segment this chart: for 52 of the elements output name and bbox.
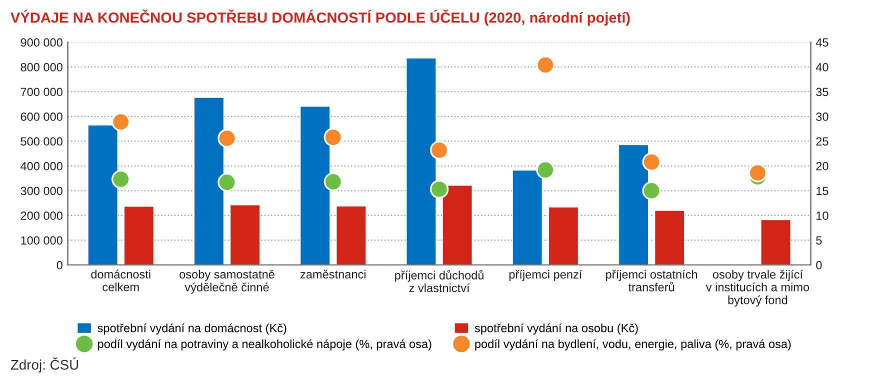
y-tick-label: 300 000: [20, 186, 62, 196]
x-tick-label: osoby samostatně výdělečně činné: [180, 270, 274, 294]
y2-tick-label: 0: [816, 260, 822, 270]
point: [324, 172, 342, 192]
y2-tick-label: 10: [816, 212, 828, 220]
bar: [230, 204, 260, 265]
legend-label: podíl vydání na bydlení, vodu, energie, paliva (%, pravá osa): [475, 339, 791, 350]
y2-tick-label: 45: [816, 38, 828, 47]
y-tick-label: 500 000: [20, 137, 62, 146]
point: [642, 181, 661, 200]
legend-label: spotřební vydání na domácnost (Kč): [98, 323, 286, 335]
bar: [548, 206, 579, 265]
y-tick-label: 900 000: [20, 38, 62, 47]
y2-tick-label: 25: [816, 137, 828, 146]
bar: [760, 219, 792, 265]
point: [642, 152, 661, 172]
y-tick-label: 600 000: [20, 112, 62, 121]
point: [430, 140, 449, 160]
y2-tick-label: 30: [816, 112, 828, 121]
y2-tick-label: 20: [816, 162, 828, 170]
bar: [654, 210, 685, 265]
point: [218, 172, 236, 192]
point: [112, 112, 130, 132]
y2-tick-label: 35: [816, 88, 828, 96]
y-tick-label: 0: [56, 260, 62, 270]
point: [112, 170, 130, 189]
y2-tick-label: 15: [816, 186, 828, 196]
y-tick-label: 800 000: [20, 63, 62, 72]
legend-label: spotřební vydání na osobu (Kč): [474, 323, 638, 335]
x-tick-label: příjemci penzí: [509, 270, 582, 281]
text: Zdroj: ČSÚ: [10, 357, 78, 372]
x-tick-label: domácnosti celkem: [91, 270, 150, 292]
point: [324, 128, 342, 147]
x-tick-label: příjemci důchodů z vlastnictví: [395, 270, 484, 292]
point: [430, 180, 449, 199]
y-tick-label: 200 000: [20, 212, 62, 220]
x-tick-label: osoby trvale žijící v institucích a mimo bytový fond: [706, 270, 810, 307]
x-tick-label: příjemci ostatních transferů: [606, 270, 698, 292]
point: [536, 56, 555, 74]
y2-tick-label: 5: [816, 236, 822, 245]
bar: [336, 206, 366, 265]
point: [218, 128, 236, 148]
point: [748, 164, 768, 182]
y-tick-label: 700 000: [20, 88, 62, 96]
legend-label: podíl vydání na potraviny a nealkoholické nápoje (%, pravá osa): [98, 339, 432, 350]
point: [536, 160, 555, 180]
x-tick-label: zaměstnanci: [300, 270, 366, 278]
y2-tick-label: 40: [816, 63, 828, 72]
y-tick-label: 400 000: [20, 162, 62, 170]
y-tick-label: 100 000: [21, 236, 62, 245]
chart-title: VÝDAJE NA KONEČNOU SPOTŘEBU DOMÁCNOSTÍ PODLE ÚČELU (2020, národní pojetí): [10, 10, 630, 26]
bar: [124, 206, 154, 265]
